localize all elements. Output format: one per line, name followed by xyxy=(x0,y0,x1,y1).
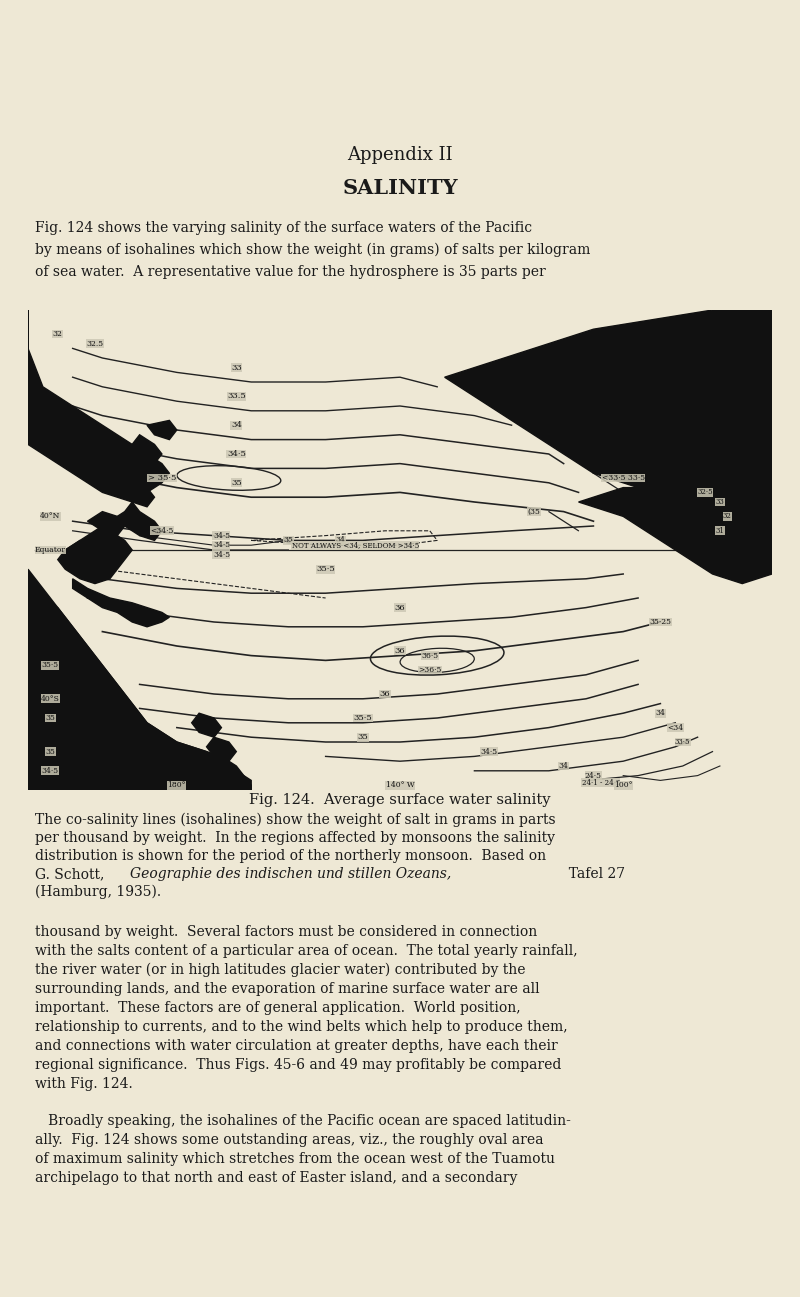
Text: 35·5: 35·5 xyxy=(316,565,335,573)
Text: (Hamburg, 1935).: (Hamburg, 1935). xyxy=(35,885,161,899)
Text: 35: 35 xyxy=(46,747,55,756)
Text: thousand by weight.  Several factors must be considered in connection: thousand by weight. Several factors must… xyxy=(35,925,538,939)
Text: important.  These factors are of general application.  World position,: important. These factors are of general … xyxy=(35,1001,521,1016)
Text: 33.5: 33.5 xyxy=(227,393,246,401)
Text: and connections with water circulation at greater depths, have each their: and connections with water circulation a… xyxy=(35,1039,558,1053)
Polygon shape xyxy=(132,434,162,463)
Polygon shape xyxy=(28,310,170,584)
Polygon shape xyxy=(735,521,765,541)
Text: Geographie des indischen und stillen Ozeans,: Geographie des indischen und stillen Oze… xyxy=(130,866,451,881)
Polygon shape xyxy=(578,488,772,584)
Text: Equator: Equator xyxy=(35,546,66,554)
Text: with the salts content of a particular area of ocean.  The total yearly rainfall: with the salts content of a particular a… xyxy=(35,944,578,958)
Text: with Fig. 124.: with Fig. 124. xyxy=(35,1077,133,1091)
Text: Fig. 124 shows the varying salinity of the surface waters of the Pacific: Fig. 124 shows the varying salinity of t… xyxy=(35,220,532,235)
Text: Tafel 27: Tafel 27 xyxy=(560,866,625,881)
Text: 31: 31 xyxy=(715,527,724,534)
Polygon shape xyxy=(73,578,170,626)
Text: (35: (35 xyxy=(527,507,540,516)
Text: <33·5 33·5: <33·5 33·5 xyxy=(602,473,645,482)
Text: 35·5: 35·5 xyxy=(354,715,372,722)
Text: 34: 34 xyxy=(335,537,346,545)
Text: Broadly speaking, the isohalines of the Pacific ocean are spaced latitudin-: Broadly speaking, the isohalines of the … xyxy=(35,1114,571,1128)
Text: Fig. 124.  Average surface water salinity: Fig. 124. Average surface water salinity xyxy=(250,792,550,807)
Text: archipelago to that north and east of Easter island, and a secondary: archipelago to that north and east of Ea… xyxy=(35,1171,518,1185)
Text: 140° W: 140° W xyxy=(386,781,414,789)
Text: 35: 35 xyxy=(283,537,294,545)
Text: 34: 34 xyxy=(231,422,242,429)
Text: 36: 36 xyxy=(380,690,390,698)
Text: ally.  Fig. 124 shows some outstanding areas, viz., the roughly oval area: ally. Fig. 124 shows some outstanding ar… xyxy=(35,1134,543,1147)
Text: regional significance.  Thus Figs. 45-6 and 49 may profitably be compared: regional significance. Thus Figs. 45-6 a… xyxy=(35,1058,562,1073)
Text: 40°N: 40°N xyxy=(40,512,61,520)
Text: 32: 32 xyxy=(723,512,732,520)
Text: 33·5: 33·5 xyxy=(675,738,690,746)
Text: G. Schott,: G. Schott, xyxy=(35,866,113,881)
Text: Appendix II: Appendix II xyxy=(347,147,453,163)
Text: relationship to currents, and to the wind belts which help to produce them,: relationship to currents, and to the win… xyxy=(35,1019,568,1034)
Text: 35: 35 xyxy=(358,733,368,741)
Text: distribution is shown for the period of the northerly monsoon.  Based on: distribution is shown for the period of … xyxy=(35,850,546,863)
Text: >36·5: >36·5 xyxy=(418,665,442,674)
Text: 36: 36 xyxy=(394,647,406,655)
Text: <34: <34 xyxy=(667,724,683,732)
Text: The co-salinity lines (isohalines) show the weight of salt in grams in parts: The co-salinity lines (isohalines) show … xyxy=(35,813,556,827)
Text: 36: 36 xyxy=(394,603,406,612)
Text: per thousand by weight.  In the regions affected by monsoons the salinity: per thousand by weight. In the regions a… xyxy=(35,831,555,846)
Text: 34·5: 34·5 xyxy=(42,767,59,774)
Text: 32: 32 xyxy=(53,329,62,339)
Text: 34·5: 34·5 xyxy=(213,532,230,540)
Text: 32.5: 32.5 xyxy=(86,340,103,348)
Text: 34: 34 xyxy=(558,763,569,770)
Text: 34: 34 xyxy=(655,709,666,717)
Text: 24·1 - 24·3: 24·1 - 24·3 xyxy=(582,778,620,787)
Text: 32·5: 32·5 xyxy=(698,489,713,497)
Polygon shape xyxy=(28,589,251,790)
Text: <34·5: <34·5 xyxy=(150,527,174,534)
Text: the river water (or in high latitudes glacier water) contributed by the: the river water (or in high latitudes gl… xyxy=(35,962,526,977)
Polygon shape xyxy=(66,541,102,564)
Text: 36·5: 36·5 xyxy=(421,651,438,660)
Text: 34·5: 34·5 xyxy=(481,747,498,756)
Text: 34·5: 34·5 xyxy=(213,551,230,559)
Text: 180°: 180° xyxy=(167,781,186,789)
Polygon shape xyxy=(28,569,251,790)
Text: 40°S: 40°S xyxy=(41,695,60,703)
Text: > 35·5: > 35·5 xyxy=(148,473,176,482)
Text: by means of isohalines which show the weight (in grams) of salts per kilogram: by means of isohalines which show the we… xyxy=(35,243,590,257)
Polygon shape xyxy=(192,713,222,737)
Text: 35·5: 35·5 xyxy=(42,661,59,669)
Text: 100°: 100° xyxy=(614,781,633,789)
Polygon shape xyxy=(206,737,236,761)
Polygon shape xyxy=(87,511,125,536)
Text: 34·5: 34·5 xyxy=(227,450,246,458)
Polygon shape xyxy=(713,541,735,555)
Polygon shape xyxy=(445,310,772,516)
Text: 24·5: 24·5 xyxy=(585,772,602,779)
Text: 35: 35 xyxy=(46,715,55,722)
Text: of sea water.  A representative value for the hydrosphere is 35 parts per: of sea water. A representative value for… xyxy=(35,265,546,279)
Text: SALINITY: SALINITY xyxy=(342,178,458,198)
Text: 35·25: 35·25 xyxy=(650,617,671,626)
Text: NOT ALWAYS <34, SELDOM >34·5: NOT ALWAYS <34, SELDOM >34·5 xyxy=(292,541,419,549)
Polygon shape xyxy=(147,420,177,440)
Text: of maximum salinity which stretches from the ocean west of the Tuamotu: of maximum salinity which stretches from… xyxy=(35,1152,555,1166)
Text: 34·5: 34·5 xyxy=(213,541,230,549)
Text: 33: 33 xyxy=(715,498,724,506)
Polygon shape xyxy=(125,482,154,507)
Text: surrounding lands, and the evaporation of marine surface water are all: surrounding lands, and the evaporation o… xyxy=(35,982,540,996)
Text: 35: 35 xyxy=(231,479,242,486)
Text: 33: 33 xyxy=(231,363,242,372)
